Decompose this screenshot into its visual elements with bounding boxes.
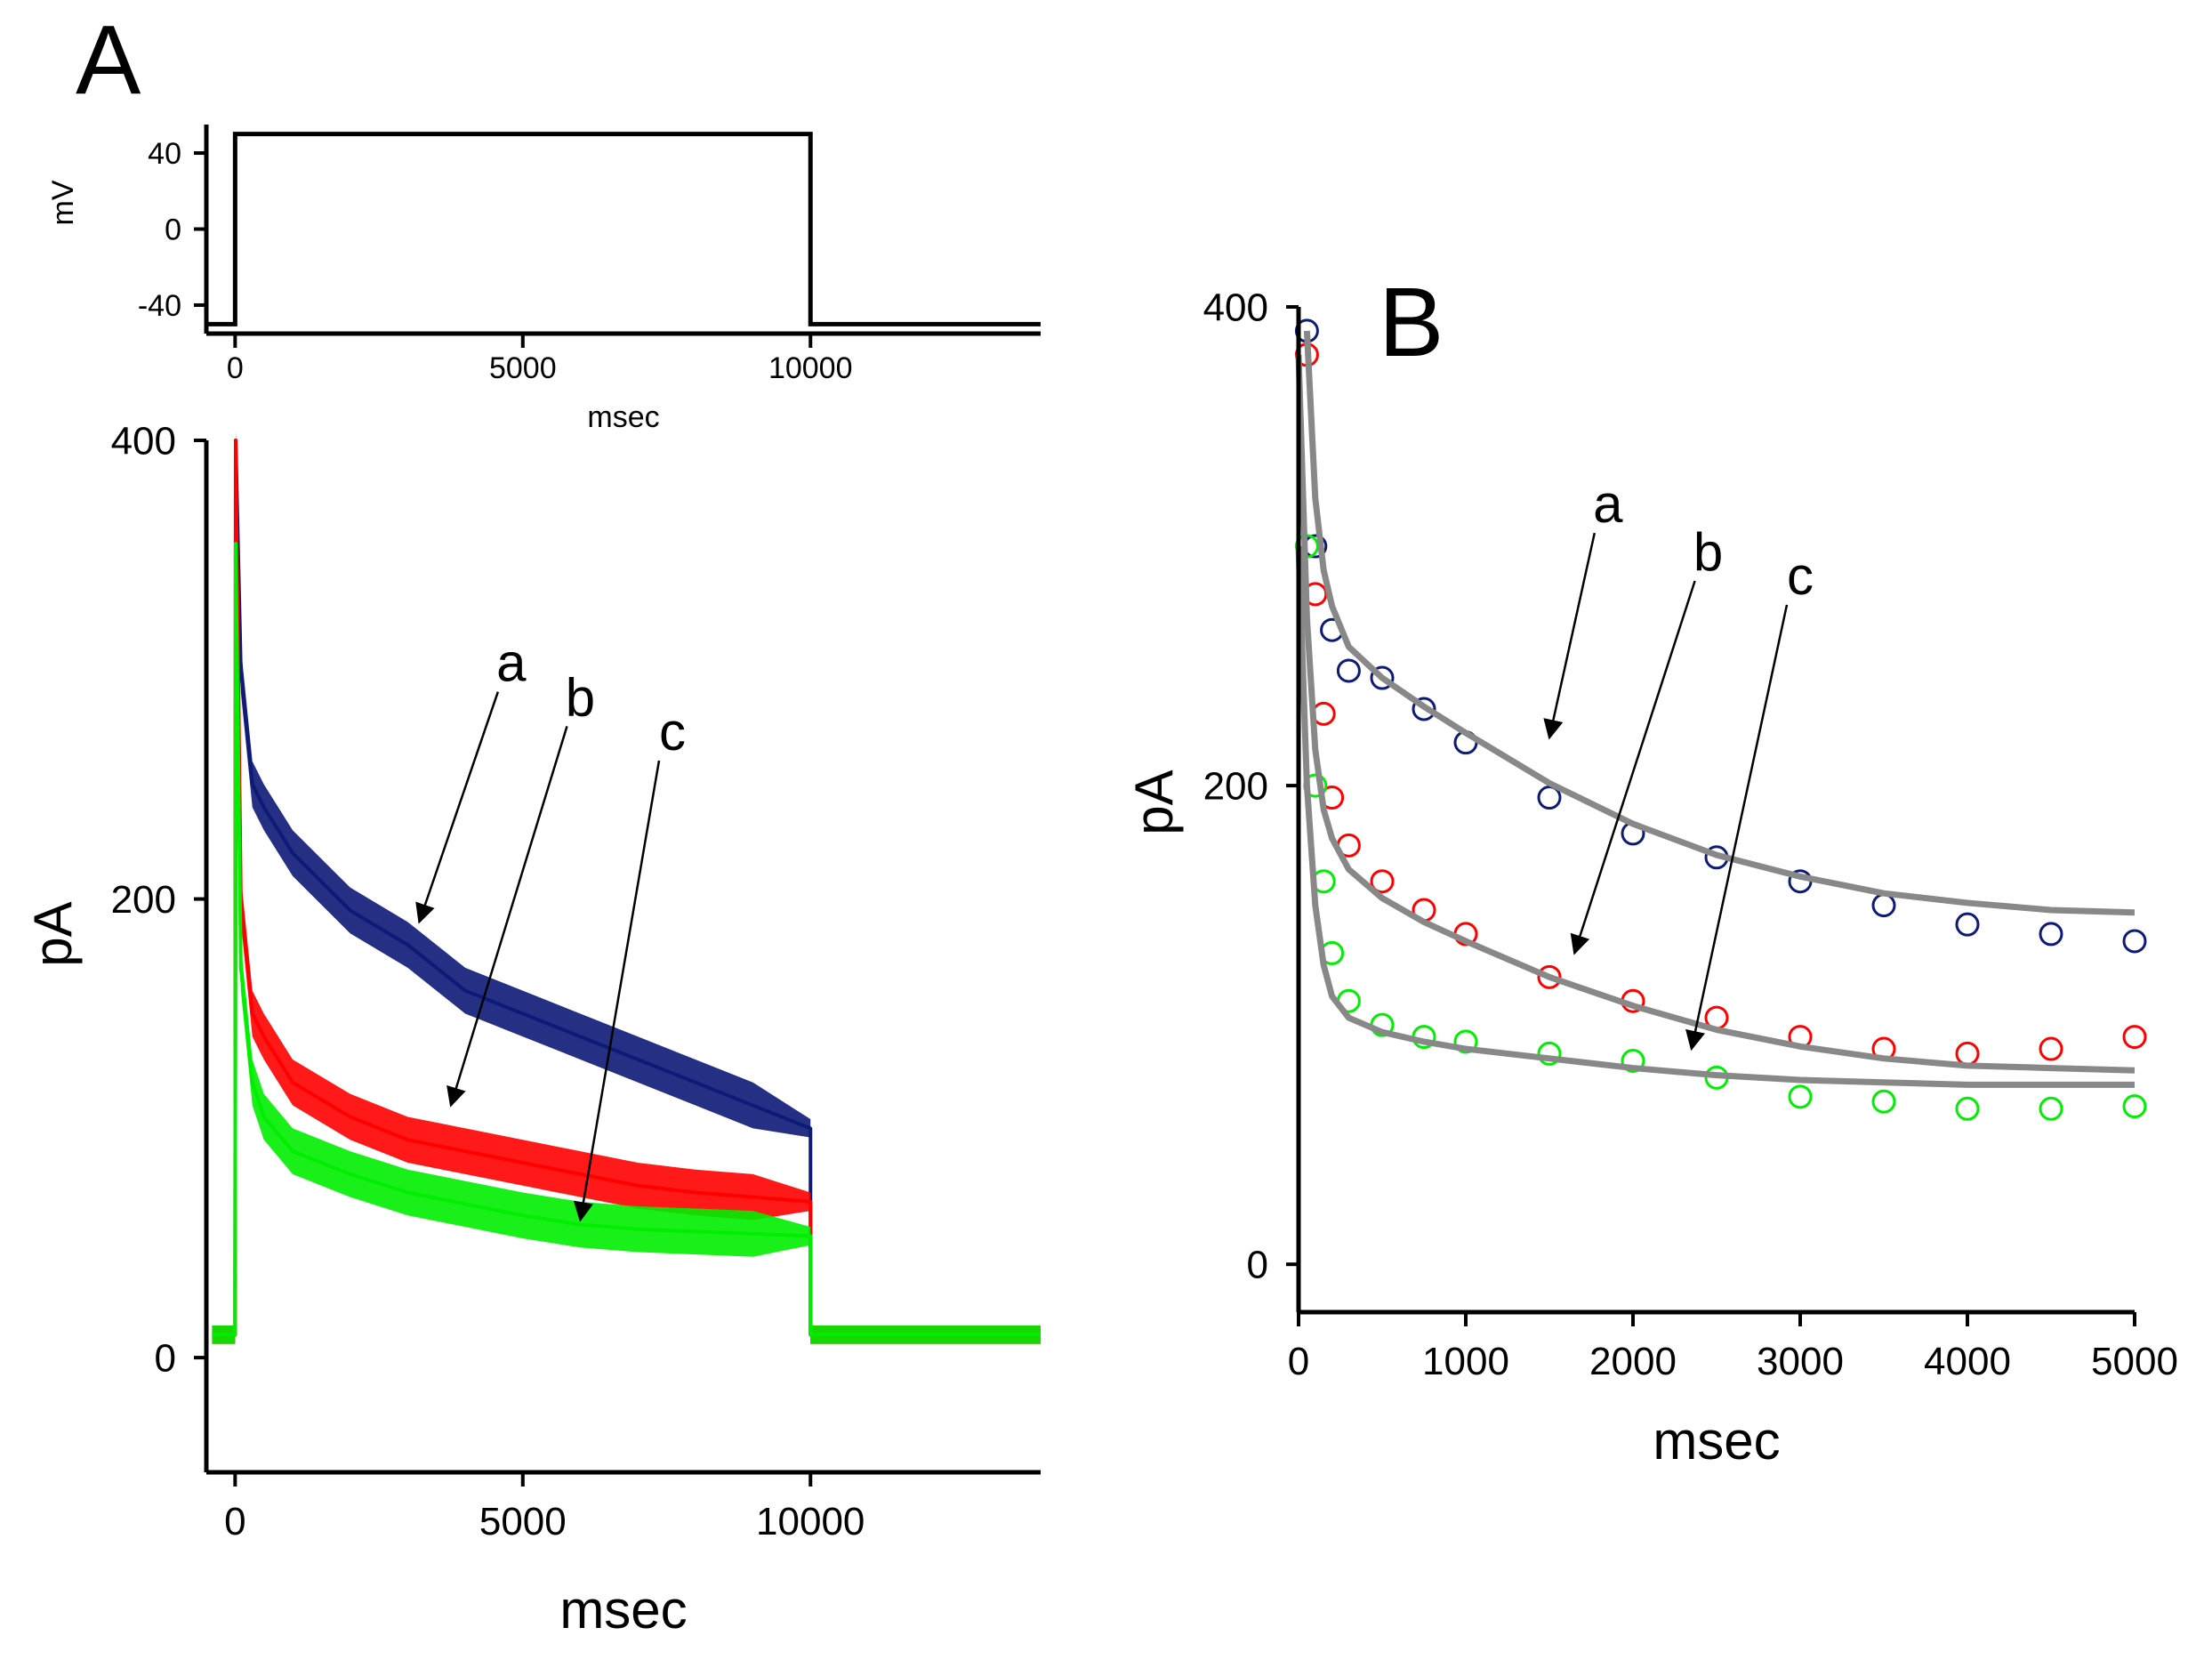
scatter-point-a — [1537, 786, 1562, 810]
current-a-y-ticks: 0 200 400 — [111, 419, 206, 1381]
currentB-annotation-arrow — [1685, 604, 1789, 1052]
currentB-ytick-label: 0 — [1247, 1244, 1268, 1287]
voltage-chart: 0 5000 10000 -40 0 40 msec mV — [46, 125, 1041, 434]
scatter-point-b — [1955, 1041, 1980, 1066]
trace-line-c — [212, 542, 1041, 1337]
current-a-x-ticks: 0 5000 10000 — [224, 1472, 865, 1543]
scatter-point-a — [1336, 658, 1361, 683]
current-a-x-label: msec — [559, 1580, 687, 1640]
scatter-point-b — [1537, 964, 1562, 989]
current-b-x-label: msec — [1653, 1411, 1780, 1471]
voltage-x-ticks: 0 5000 10000 — [227, 334, 853, 385]
panel-b-label: B — [1379, 268, 1444, 377]
scatter-point-a — [2039, 922, 2063, 947]
voltage-step-line — [206, 132, 1041, 326]
currentA-annotation-label: a — [496, 633, 527, 693]
scatter-point-b — [2039, 1036, 2063, 1061]
scatter-point-c — [2122, 1094, 2147, 1119]
current-b-x-ticks: 0 1000 2000 3000 4000 5000 — [1288, 1312, 2178, 1383]
currentA-annotation-arrow — [415, 691, 500, 924]
voltage-xtick-label: 5000 — [489, 351, 557, 385]
currentA-annotation-arrow — [573, 760, 661, 1222]
currentA-annotation-arrow — [446, 725, 568, 1108]
scatter-point-c — [1788, 1084, 1813, 1109]
currentB-xtick-label: 2000 — [1589, 1340, 1677, 1383]
currentB-xtick-label: 3000 — [1757, 1340, 1844, 1383]
current-a-y-label: pA — [23, 901, 83, 966]
currentB-xtick-label: 4000 — [1924, 1340, 2011, 1383]
currentA-ytick-label: 0 — [155, 1337, 176, 1381]
scatter-point-c — [1871, 1089, 1896, 1114]
scatter-point-c — [1537, 1041, 1562, 1066]
currentA-xtick-label: 5000 — [479, 1500, 567, 1543]
trace-band-b — [212, 431, 1041, 1344]
scatter-point-c — [1621, 1049, 1645, 1073]
voltage-xtick-label: 0 — [227, 351, 244, 385]
currentB-annotation-arrow — [1570, 580, 1696, 955]
currentB-annotation-label: b — [1693, 522, 1723, 582]
currentA-annotation-label: c — [659, 702, 686, 761]
scatter-point-a — [1412, 697, 1436, 721]
scatter-point-c — [1955, 1096, 1980, 1121]
voltage-ytick-label: 40 — [148, 137, 181, 171]
current-b-y-label: pA — [1124, 770, 1184, 834]
panel-a-label: A — [76, 5, 141, 115]
scatter-point-b — [1370, 869, 1395, 894]
voltage-xtick-label: 10000 — [768, 351, 853, 385]
currentB-ytick-label: 200 — [1203, 764, 1268, 808]
currentB-xtick-label: 1000 — [1422, 1340, 1509, 1383]
currentA-ytick-label: 400 — [111, 419, 176, 463]
current-b-chart: 0 1000 2000 3000 4000 5000 0 200 400 msec pA a b… — [1124, 286, 2178, 1471]
current-a-chart: 0 5000 10000 0 200 400 msec pA ab c — [23, 419, 1041, 1640]
scatter-point-a — [1871, 893, 1896, 918]
currentB-xtick-label: 0 — [1288, 1340, 1309, 1383]
currentB-xtick-label: 5000 — [2091, 1340, 2178, 1383]
scatter-point-c — [2039, 1096, 2063, 1121]
currentB-annotation-label: c — [1787, 546, 1814, 606]
voltage-y-label: mV — [46, 180, 80, 225]
voltage-plot-area — [206, 132, 1041, 326]
trace-band-c — [212, 534, 1041, 1344]
current-b-annotations: a b c — [1543, 474, 1814, 1052]
current-b-y-ticks: 0 200 400 — [1203, 286, 1299, 1287]
trace-line-a — [212, 439, 1041, 1337]
voltage-y-ticks: -40 0 40 — [138, 137, 206, 323]
currentB-annotation-label: a — [1593, 474, 1623, 534]
currentA-xtick-label: 10000 — [756, 1500, 865, 1543]
scatter-point-a — [1955, 912, 1980, 937]
currentA-xtick-label: 0 — [224, 1500, 245, 1543]
current-a-plot-area — [212, 431, 1041, 1344]
voltage-x-label: msec — [587, 400, 659, 434]
current-a-annotations: ab c — [415, 633, 686, 1222]
voltage-ytick-label: 0 — [165, 213, 181, 246]
fit-curve-c — [1295, 545, 2135, 1088]
currentB-annotation-arrow — [1543, 532, 1597, 740]
scatter-point-c — [1453, 1029, 1478, 1054]
currentA-annotation-label: b — [566, 667, 595, 727]
current-b-plot-area — [1294, 318, 2147, 1121]
currentB-ytick-label: 400 — [1203, 286, 1268, 329]
fit-curve-a — [1303, 330, 2136, 916]
scatter-point-a — [1370, 665, 1395, 690]
scatter-point-a — [2122, 929, 2147, 954]
voltage-ytick-label: -40 — [138, 289, 181, 323]
fit-curve-b — [1295, 354, 2136, 1074]
currentA-ytick-label: 200 — [111, 878, 176, 922]
scatter-point-b — [2122, 1025, 2147, 1050]
